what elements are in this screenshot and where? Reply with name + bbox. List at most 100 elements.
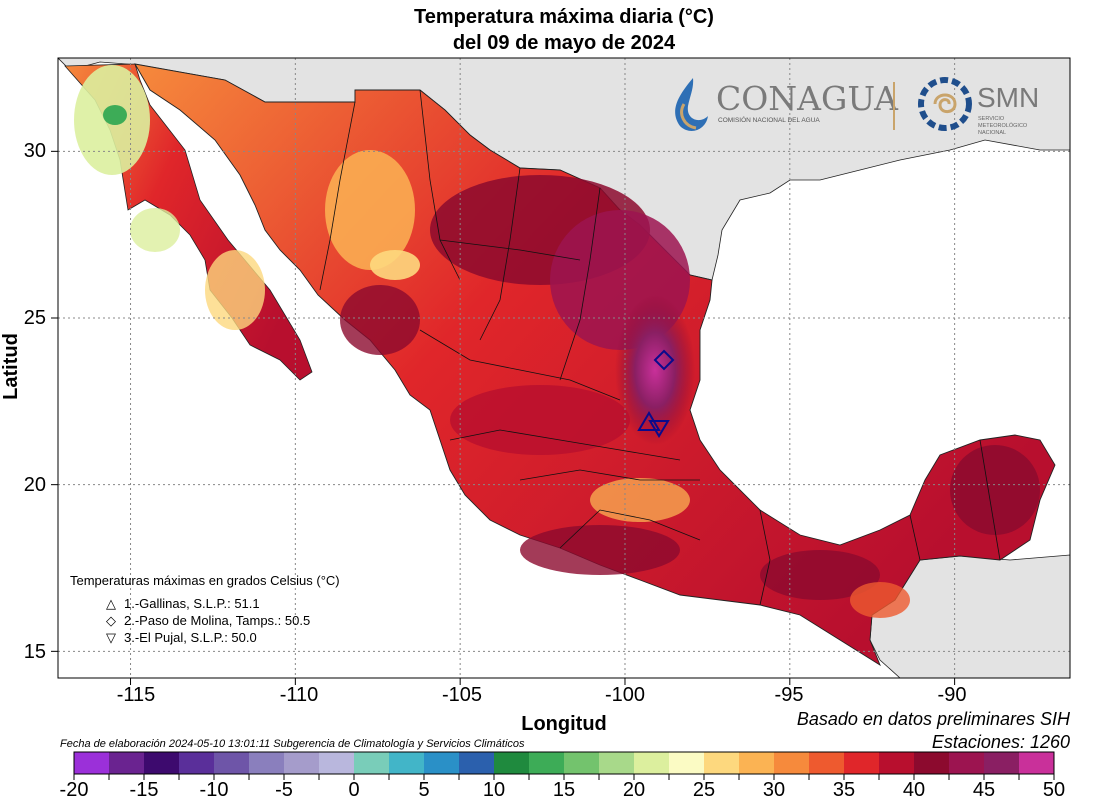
colorbar-tick-label: -20 bbox=[59, 779, 89, 801]
zone-yucatan-hot bbox=[950, 445, 1040, 535]
legend-item-text: 3.-El Pujal, S.L.P.: 50.0 bbox=[124, 630, 257, 645]
colorbar-swatch bbox=[354, 752, 390, 774]
xtick-label: -100 bbox=[604, 684, 646, 706]
legend-item-text: 2.-Paso de Molina, Tamps.: 50.5 bbox=[124, 613, 311, 628]
smn-swirl-icon bbox=[918, 77, 972, 131]
colorbar bbox=[73, 751, 1055, 780]
zone-chiapas-hot bbox=[760, 550, 880, 600]
map-title-line2: del 09 de mayo de 2024 bbox=[452, 32, 676, 54]
state-boundaries bbox=[319, 89, 1001, 606]
colorbar-swatch bbox=[249, 752, 285, 774]
zone-isthmus-warm bbox=[850, 582, 910, 618]
data-basis-note: Basado en datos preliminares SIH bbox=[796, 709, 1070, 729]
legend-item-text: 1.-Gallinas, S.L.P.: 51.1 bbox=[124, 596, 260, 611]
colorbar-swatch bbox=[319, 752, 355, 774]
elaboration-date-note: Fecha de elaboración 2024-05-10 13:01:11… bbox=[60, 738, 525, 750]
xtick-label: -95 bbox=[774, 684, 804, 706]
colorbar-swatch bbox=[564, 752, 600, 774]
baja-south-zone bbox=[130, 208, 180, 252]
map-title-line1: Temperatura máxima diaria (°C) bbox=[414, 6, 714, 28]
station-markers bbox=[637, 349, 675, 438]
smn-logo-sub2: METEOROLÓGICO bbox=[978, 122, 1028, 129]
legend-item: ▽ 3.-El Pujal, S.L.P.: 50.0 bbox=[106, 630, 257, 646]
colorbar-swatch bbox=[284, 752, 320, 774]
colorbar-swatch bbox=[704, 752, 740, 774]
x-axis-label: Longitud bbox=[521, 713, 607, 735]
colorbar-tick-label: 30 bbox=[762, 779, 786, 801]
colorbar-tick-label: 50 bbox=[1042, 779, 1066, 801]
legend-item: △ 1.-Gallinas, S.L.P.: 51.1 bbox=[106, 596, 260, 612]
triangle-up-icon: △ bbox=[106, 596, 116, 611]
station-paso-de-molina-marker bbox=[653, 349, 675, 371]
colorbar-swatch bbox=[984, 752, 1020, 774]
smn-logo: SMN SERVICIO METEOROLÓGICO NACIONAL bbox=[918, 77, 1039, 136]
colorbar-tick-label: 45 bbox=[972, 779, 996, 801]
grid-lines bbox=[58, 58, 1070, 678]
colorbar-swatch bbox=[494, 752, 530, 774]
smn-logo-text: SMN bbox=[977, 82, 1039, 113]
colorbar-tick-label: 40 bbox=[902, 779, 926, 801]
colorbar-swatch bbox=[459, 752, 495, 774]
colorbar-swatch bbox=[424, 752, 460, 774]
colorbar-swatch bbox=[879, 752, 915, 774]
conagua-logo: CONAGUA COMISIÓN NACIONAL DEL AGUA bbox=[675, 78, 899, 131]
colorbar-swatch bbox=[599, 752, 635, 774]
colorbar-swatch bbox=[949, 752, 985, 774]
zone-chihuahua-cool bbox=[325, 150, 415, 270]
axis-ticks bbox=[51, 150, 956, 685]
baja-cool-core bbox=[103, 105, 127, 125]
plot-frame bbox=[57, 57, 1071, 679]
legend-item: ◇ 2.-Paso de Molina, Tamps.: 50.5 bbox=[106, 613, 310, 629]
colorbar-swatch bbox=[774, 752, 810, 774]
station-legend: Temperaturas máximas en grados Celsius (… bbox=[70, 573, 340, 588]
xtick-label: -105 bbox=[441, 684, 483, 706]
conagua-logo-subtext: COMISIÓN NACIONAL DEL AGUA bbox=[718, 115, 820, 124]
colorbar-swatch bbox=[389, 752, 425, 774]
xtick-label: -110 bbox=[279, 684, 319, 706]
colorbar-swatch bbox=[634, 752, 670, 774]
colorbar-swatch bbox=[914, 752, 950, 774]
colorbar-tick-label: -5 bbox=[275, 779, 293, 801]
zone-south-hot bbox=[520, 525, 680, 575]
colorbar-tick-label: 35 bbox=[832, 779, 856, 801]
zone-highlands-cool bbox=[590, 478, 690, 522]
ytick-label: 25 bbox=[23, 307, 46, 329]
zone-durango-cool bbox=[370, 250, 420, 280]
colorbar-swatch bbox=[74, 752, 110, 774]
colorbar-tick-label: -10 bbox=[199, 779, 229, 801]
colorbar-swatch bbox=[214, 752, 250, 774]
station-el-pujal-marker bbox=[648, 420, 670, 438]
smn-logo-sub1: SERVICIO bbox=[978, 116, 1005, 122]
ytick-label: 15 bbox=[23, 641, 46, 663]
xtick-label: -115 bbox=[116, 684, 156, 706]
zone-central-hot bbox=[450, 385, 630, 455]
smn-logo-sub3: NACIONAL bbox=[978, 130, 1006, 136]
colorbar-swatch bbox=[1019, 752, 1055, 774]
legend-title: Temperaturas máximas en grados Celsius (… bbox=[70, 573, 340, 588]
colorbar-tick-label: 5 bbox=[418, 779, 430, 801]
colorbar-tick-label: 15 bbox=[552, 779, 576, 801]
colorbar-tick-label: 20 bbox=[622, 779, 646, 801]
station-count-note: Estaciones: 1260 bbox=[931, 732, 1070, 752]
ytick-label: 20 bbox=[23, 474, 46, 496]
colorbar-swatch bbox=[529, 752, 565, 774]
y-axis-label: Latitud bbox=[0, 333, 22, 400]
colorbar-swatch bbox=[109, 752, 145, 774]
triangle-down-icon: ▽ bbox=[106, 630, 116, 645]
colorbar-swatch bbox=[669, 752, 705, 774]
colorbar-swatch bbox=[144, 752, 180, 774]
colorbar-swatch bbox=[844, 752, 880, 774]
diamond-icon: ◇ bbox=[106, 613, 116, 628]
colorbar-tick-label: 25 bbox=[692, 779, 716, 801]
ytick-label: 30 bbox=[23, 140, 46, 162]
colorbar-swatch bbox=[809, 752, 845, 774]
colorbar-tick-label: 10 bbox=[482, 779, 506, 801]
zone-sinaloa-hot bbox=[340, 285, 420, 355]
colorbar-tick-label: 0 bbox=[348, 779, 360, 801]
xtick-label: -90 bbox=[937, 684, 967, 706]
colorbar-swatch bbox=[739, 752, 775, 774]
baja-mid-zone bbox=[205, 250, 265, 330]
conagua-logo-text: CONAGUA bbox=[716, 79, 899, 118]
colorbar-tick-label: -15 bbox=[129, 779, 159, 801]
